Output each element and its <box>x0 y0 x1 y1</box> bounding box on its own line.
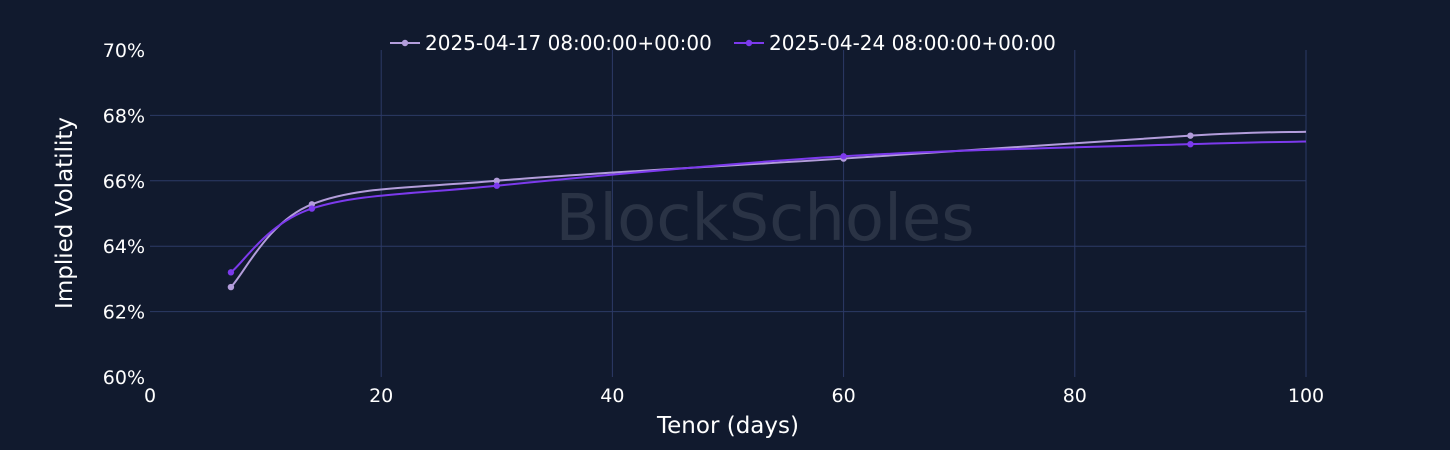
series-layer <box>227 130 1307 291</box>
series-2-point[interactable] <box>493 182 500 189</box>
grid-lines <box>150 50 1307 377</box>
series-1-point[interactable] <box>1187 132 1194 139</box>
x-tick-label: 0 <box>144 385 156 407</box>
x-tick-label: 60 <box>832 385 856 407</box>
series-1-point[interactable] <box>493 177 500 184</box>
y-tick-label: 60% <box>103 367 145 389</box>
y-tick-label: 66% <box>103 171 145 193</box>
y-axis-ticks: 60% 62% 64% 66% 68% 70% <box>103 40 145 389</box>
series-1-point[interactable] <box>227 283 235 291</box>
y-axis-title: Implied Volatility <box>52 117 78 309</box>
y-tick-label: 68% <box>103 105 145 127</box>
series-2-point[interactable] <box>840 153 847 160</box>
x-tick-label: 40 <box>600 385 624 407</box>
x-tick-label: 80 <box>1063 385 1087 407</box>
x-axis-title: Tenor (days) <box>656 413 799 439</box>
series-2-point[interactable] <box>227 269 235 276</box>
legend[interactable]: 2025-04-17 08:00:00+00:00 2025-04-24 08:0… <box>390 31 1056 55</box>
legend-label: 2025-04-24 08:00:00+00:00 <box>769 31 1056 55</box>
x-axis-ticks: 0 20 40 60 80 100 <box>144 385 1324 407</box>
x-tick-label: 20 <box>369 385 393 407</box>
legend-swatch-marker <box>745 39 753 47</box>
y-tick-label: 70% <box>103 40 145 62</box>
y-tick-label: 62% <box>103 302 145 324</box>
x-tick-label: 100 <box>1288 385 1324 407</box>
y-tick-label: 64% <box>103 236 145 258</box>
legend-label: 2025-04-17 08:00:00+00:00 <box>425 31 712 55</box>
watermark: BlockScholes <box>555 182 974 256</box>
legend-swatch-marker <box>401 39 409 47</box>
series-2-point[interactable] <box>308 205 316 212</box>
legend-item-2[interactable]: 2025-04-24 08:00:00+00:00 <box>734 31 1056 55</box>
series-2-point[interactable] <box>1187 140 1194 148</box>
legend-item-1[interactable]: 2025-04-17 08:00:00+00:00 <box>390 31 712 55</box>
